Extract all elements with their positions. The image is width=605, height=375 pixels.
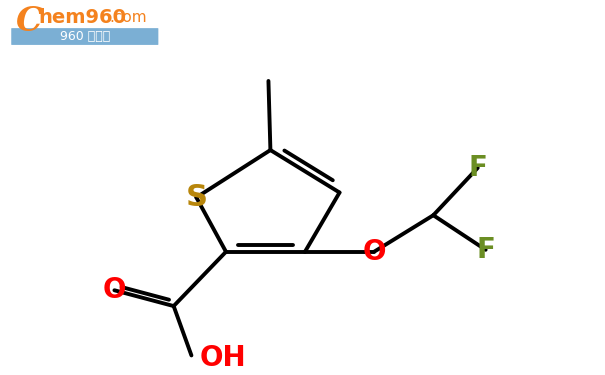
Text: .com: .com bbox=[110, 10, 147, 25]
Text: hem960: hem960 bbox=[38, 8, 126, 27]
Text: F: F bbox=[468, 154, 487, 182]
Text: 960 化工网: 960 化工网 bbox=[60, 30, 110, 43]
Text: F: F bbox=[476, 236, 495, 264]
Text: OH: OH bbox=[200, 344, 246, 372]
Text: C: C bbox=[16, 5, 42, 38]
FancyBboxPatch shape bbox=[11, 28, 159, 45]
Text: O: O bbox=[103, 276, 126, 304]
Text: S: S bbox=[185, 183, 208, 212]
Text: O: O bbox=[362, 238, 386, 266]
